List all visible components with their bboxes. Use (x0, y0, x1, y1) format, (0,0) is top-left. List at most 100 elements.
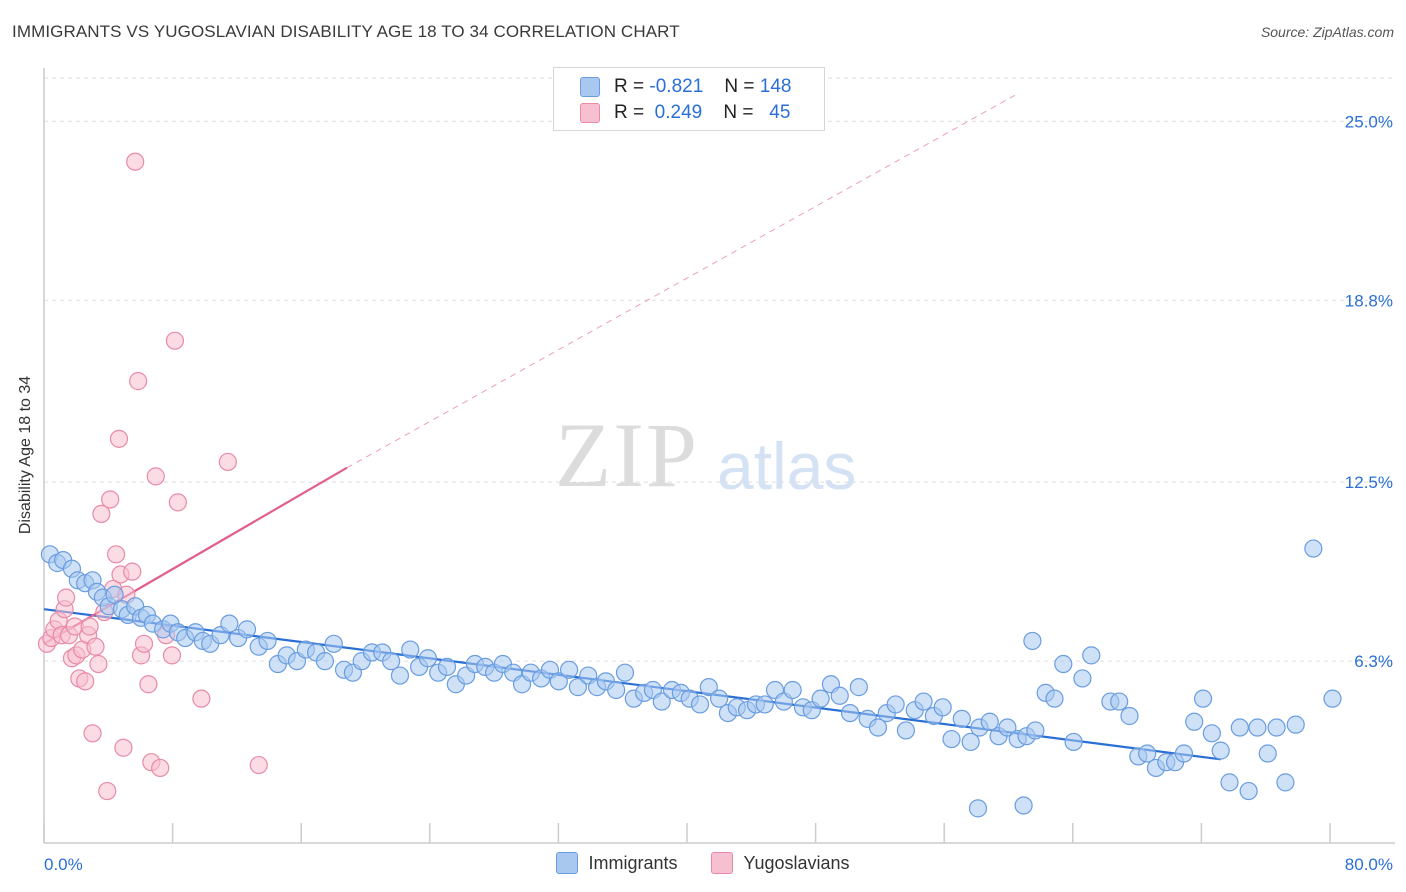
yugoslavian-point (123, 562, 142, 581)
tick-labels: 6.3% 12.5% 18.8% 25.0% 0.0% 80.0% (44, 112, 1393, 874)
y-tick-label: 18.8% (1345, 291, 1393, 310)
immigrants-swatch (556, 852, 579, 874)
r-value: -0.821 (649, 76, 704, 97)
legend-label: Immigrants (588, 852, 678, 873)
axes (43, 68, 1395, 844)
immigrant-point (390, 666, 410, 685)
immigrant-point (710, 689, 729, 708)
n-label: N = (724, 76, 755, 97)
x-tick-label: 0.0% (44, 855, 83, 874)
immigrant-point (401, 640, 420, 659)
correlation-legend: R = -0.821 N = 148 R = 0.249 N = 45 (553, 67, 825, 131)
immigrant-point (652, 692, 671, 711)
yugoslavian-point (126, 152, 145, 171)
yugoslavian-point (86, 637, 105, 656)
series-legend: Immigrants Yugoslavians (0, 852, 1406, 874)
yugoslavian-point (56, 588, 76, 607)
immigrant-point (1323, 689, 1342, 708)
immigrant-point (1248, 718, 1267, 737)
yugoslavian-point (151, 758, 170, 778)
yugoslavian-point (106, 545, 126, 564)
immigrant-point (549, 672, 568, 691)
immigrant-point (1082, 646, 1101, 665)
legend-label: Yugoslavians (743, 852, 850, 873)
immigrant-point (1054, 654, 1073, 674)
y-axis-label: Disability Age 18 to 34 (17, 375, 34, 535)
immigrant-point (1211, 741, 1230, 760)
y-tick-label: 6.3% (1354, 652, 1393, 671)
yugoslavian-point (92, 504, 111, 524)
r-label: R = (614, 76, 645, 97)
immigrant-point (258, 631, 277, 651)
yugoslavian-point (98, 781, 117, 801)
immigrant-point (952, 709, 971, 728)
immigrant-point (933, 698, 952, 717)
yugoslavian-point (76, 672, 95, 691)
watermark-atlas: atlas (717, 429, 857, 503)
y-tick-label: 12.5% (1345, 473, 1393, 492)
immigrant-point (980, 712, 999, 731)
r-value: 0.249 (654, 102, 703, 123)
n-value: 148 (759, 76, 792, 97)
x-tick-label: 80.0% (1345, 855, 1393, 874)
yugoslavians-swatch (711, 852, 734, 874)
yugoslavian-point (83, 724, 102, 743)
immigrant-point (849, 678, 868, 697)
immigrant-point (942, 729, 961, 749)
immigrant-point (1045, 689, 1064, 708)
immigrant-point (1230, 718, 1249, 737)
immigrant-point (1304, 539, 1323, 558)
yugoslavian-point (146, 467, 165, 486)
yugoslavians-swatch (580, 103, 600, 123)
yugoslavian-point (165, 331, 185, 350)
yugoslavian-point (134, 634, 154, 653)
yugoslavian-point (218, 452, 237, 472)
immigrant-point (607, 680, 626, 700)
immigrant-point (1276, 773, 1295, 792)
immigrant-point (868, 718, 888, 737)
yugoslavian-point (89, 654, 108, 674)
immigrant-point (699, 678, 718, 697)
immigrant-point (1026, 721, 1045, 740)
legend-item-yugoslavians[interactable]: Yugoslavians (711, 852, 850, 874)
yugoslavian-point (192, 689, 211, 708)
yugoslavian-point (109, 429, 129, 448)
immigrant-point (1286, 715, 1305, 734)
immigrant-point (1258, 744, 1277, 763)
immigrant-point (783, 680, 802, 700)
yugoslavians-trend-line (43, 466, 348, 645)
immigrant-point (961, 732, 980, 752)
immigrants-swatch (580, 77, 600, 97)
immigrant-point (615, 663, 635, 682)
immigrant-point (1267, 718, 1286, 737)
yugoslavian-point (168, 493, 187, 512)
immigrant-point (886, 695, 905, 714)
yugoslavian-point (129, 372, 148, 391)
immigrant-point (840, 703, 860, 723)
immigrant-point (1202, 724, 1221, 743)
immigrant-point (998, 718, 1017, 737)
yugoslavian-point (101, 490, 120, 509)
immigrant-point (830, 686, 849, 705)
n-value: 45 (769, 102, 791, 123)
legend-item-immigrants[interactable]: Immigrants (556, 852, 677, 874)
yugoslavians-trend-extension (346, 94, 1016, 469)
immigrant-point (1023, 631, 1042, 651)
watermark-zip: ZIP (555, 404, 699, 506)
immigrant-point (914, 692, 933, 711)
immigrant-point (237, 620, 257, 639)
immigrant-point (1120, 706, 1139, 726)
immigrant-point (1185, 712, 1204, 731)
legend-row-yugoslavians: R = 0.249 N = 45 (580, 101, 790, 125)
trend-lines (43, 94, 1221, 761)
immigrant-point (105, 585, 124, 604)
immigrant-point (559, 660, 579, 679)
yugoslavian-point (114, 738, 133, 757)
immigrant-point (437, 657, 457, 677)
immigrant-point (1073, 669, 1092, 688)
source-label: Source: ZipAtlas.com (1260, 24, 1394, 40)
yugoslavian-point (139, 675, 158, 694)
immigrant-point (1064, 732, 1083, 752)
immigrant-point (1014, 796, 1033, 815)
immigrant-point (811, 689, 830, 708)
